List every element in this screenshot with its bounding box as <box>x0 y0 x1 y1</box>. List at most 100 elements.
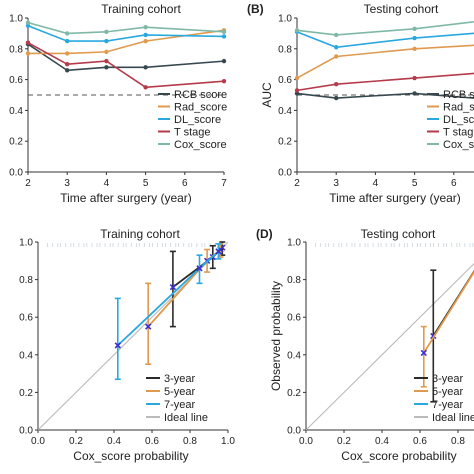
x-tick-label: 5 <box>143 178 149 189</box>
y-tick-label: 1.0 <box>287 238 301 249</box>
data-point <box>65 68 70 73</box>
data-point <box>65 51 70 56</box>
data-point <box>143 65 148 70</box>
y-tick-label: 0.6 <box>287 313 301 324</box>
x-tick-label: 0.0 <box>299 436 313 447</box>
legend-label: 5-year <box>164 386 196 398</box>
y-tick-label: 0.6 <box>19 313 33 324</box>
panel-title: Training cohort <box>100 227 180 241</box>
data-point <box>169 283 177 291</box>
data-point <box>412 26 417 31</box>
y-tick-label: 1.0 <box>19 238 33 249</box>
y-tick-label: 0.8 <box>9 44 23 55</box>
legend-label: DL_score <box>174 114 221 126</box>
panel-title: Testing cohort <box>364 2 439 16</box>
panel-b: (B) Testing cohort 0.0 0.2 0.4 0.6 0.8 1.0 2 3 4 5 6… <box>247 2 474 205</box>
x-tick-label: 3 <box>64 178 70 189</box>
y-tick-label: 0.4 <box>9 106 23 117</box>
data-point <box>334 54 339 59</box>
x-tick-label: 2 <box>294 178 300 189</box>
y-tick-label: 0.6 <box>9 75 23 86</box>
data-point <box>104 29 109 35</box>
y-tick-label: 0.8 <box>287 275 301 286</box>
data-point <box>65 31 70 36</box>
data-point <box>215 248 222 255</box>
legend-label: Cox_s <box>443 139 474 151</box>
series-line <box>296 44 474 79</box>
y-tick-label: 0.2 <box>287 388 301 399</box>
y-tick-label: 0.8 <box>19 275 33 286</box>
panel-title: Training cohort <box>101 2 181 16</box>
data-point <box>294 28 300 33</box>
data-point <box>294 91 300 96</box>
y-tick-label: 0.2 <box>9 137 23 148</box>
data-point <box>221 29 227 35</box>
data-point <box>25 23 31 28</box>
legend-label: Ideal line <box>432 412 474 424</box>
data-point <box>196 265 203 272</box>
y-tick-label: 0.0 <box>287 426 301 437</box>
y-tick-label: 0.4 <box>278 106 292 117</box>
x-tick-label: 0.4 <box>107 436 121 447</box>
data-point <box>412 46 417 51</box>
data-point <box>412 91 417 96</box>
y-tick-label: 0.0 <box>19 426 33 437</box>
data-point <box>65 61 70 67</box>
x-tick-label: 7 <box>221 178 227 189</box>
panel-d: (D) Testing cohort 0.0 0.2 0.4 0.6 0.8 1.0 0.0 0.… <box>256 227 474 463</box>
series-line <box>296 72 474 92</box>
panel-label: (B) <box>247 2 264 16</box>
data-point <box>143 85 148 90</box>
panel-label: (D) <box>256 227 273 241</box>
x-axis-label: Cox_score probability <box>341 449 456 463</box>
x-tick-label: 4 <box>373 178 379 189</box>
y-tick-label: 0.8 <box>278 44 292 55</box>
y-tick-label: 0.6 <box>278 75 292 86</box>
x-tick-label: 0.4 <box>375 436 389 447</box>
data-point <box>221 78 227 84</box>
data-point <box>25 20 31 25</box>
legend-label: T stag <box>443 127 473 139</box>
series-line <box>423 270 474 354</box>
y-axis-label: AUC <box>260 82 274 108</box>
series-line <box>27 43 225 72</box>
panel-title: Testing cohort <box>361 227 436 241</box>
x-axis-label: Time after surgery (year) <box>329 191 461 205</box>
y-axis-label: Observed probability <box>269 281 283 391</box>
data-point <box>412 35 417 41</box>
data-point <box>143 25 148 30</box>
series-line <box>147 248 221 328</box>
data-point <box>145 323 152 330</box>
data-point <box>334 82 339 87</box>
x-tick-label: 5 <box>412 178 418 189</box>
data-point <box>334 45 339 50</box>
data-point <box>104 58 109 64</box>
series-line <box>296 92 474 99</box>
legend-label: RCB score <box>174 89 227 101</box>
data-point <box>25 51 31 56</box>
legend-label: Ideal line <box>164 412 208 424</box>
data-point <box>334 95 339 101</box>
legend-label: T stage <box>174 127 211 139</box>
y-tick-label: 0.2 <box>19 388 33 399</box>
x-tick-label: 0.2 <box>69 436 83 447</box>
x-tick-label: 4 <box>104 178 110 189</box>
series-line <box>296 31 474 49</box>
x-tick-label: 0.8 <box>183 436 197 447</box>
series-line <box>27 41 225 89</box>
legend-label: 3-year <box>164 373 196 385</box>
panel-c: Training cohort 0.0 0.2 0.4 0.6 0.8 1.0 0.0 0.2 0… <box>19 227 235 463</box>
data-point <box>294 75 300 81</box>
y-tick-label: 0.2 <box>278 137 292 148</box>
legend-label: 7-year <box>432 399 464 411</box>
x-tick-label: 6 <box>182 178 188 189</box>
x-tick-label: 1.0 <box>221 436 235 447</box>
legend-label: Rad_score <box>174 102 227 114</box>
x-tick-label: 0.6 <box>145 436 159 447</box>
data-point <box>65 38 70 44</box>
legend-label: 7-year <box>164 399 196 411</box>
data-point <box>114 342 121 349</box>
data-point <box>104 49 109 55</box>
x-tick-label: 6 <box>451 178 457 189</box>
